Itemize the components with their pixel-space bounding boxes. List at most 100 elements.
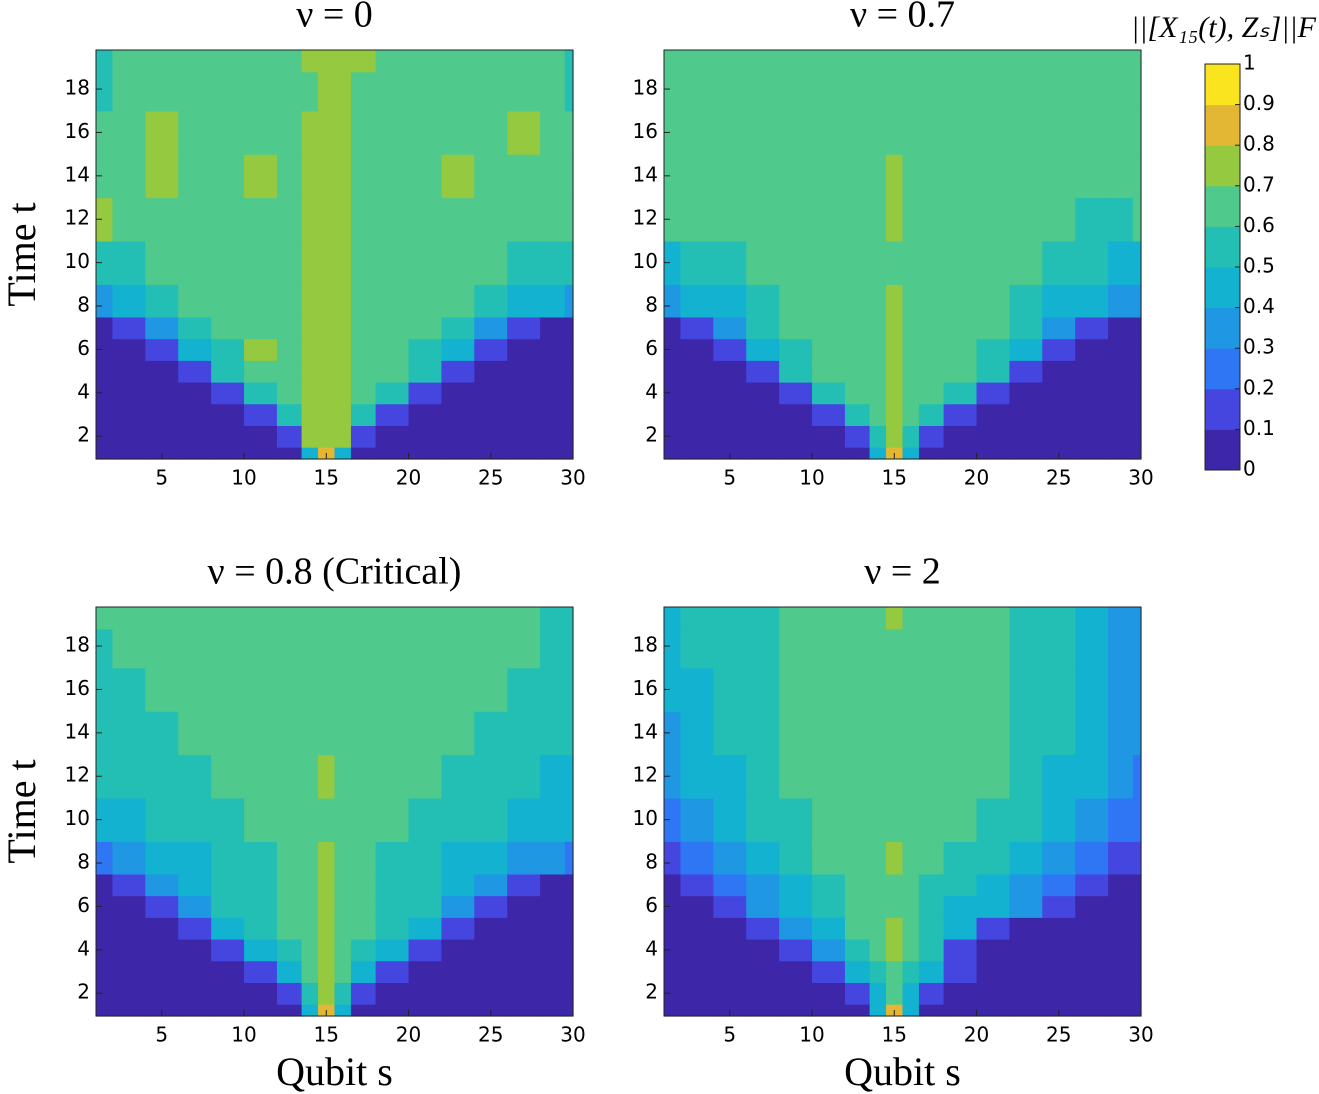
contour-cell [318,71,336,112]
contour-cell [918,240,945,285]
contour-cell [350,1004,377,1017]
contour-cell [145,316,179,340]
contour-cell [1009,71,1043,112]
contour-cell [918,381,945,405]
contour-cell [564,711,574,756]
contour-cell [713,667,747,712]
contour-cell [334,873,352,897]
contour-cell [664,284,682,318]
contour-cell [1042,938,1076,962]
contour-cell [441,447,475,460]
contour-cell [301,316,319,340]
contour-cell [96,711,114,756]
contour-cell [375,360,410,383]
contour-cell [112,50,146,73]
contour-cell [779,797,813,842]
contour-cell [886,607,904,630]
contour-cell [350,754,377,799]
colorbar-band [1205,185,1240,227]
contour-cell [779,628,813,669]
y-tick-label: 14 [633,162,658,186]
contour-cell [886,667,904,712]
contour-cell [507,917,541,940]
contour-cell [408,982,443,1005]
contour-cell [145,403,179,426]
contour-cell [474,873,508,897]
contour-cell [664,110,682,155]
x-tick-label: 5 [155,1023,168,1047]
contour-cell [1009,711,1043,756]
contour-cell [350,711,377,756]
contour-cell [1108,50,1134,73]
contour-cell [1009,797,1043,842]
contour-cell [680,447,714,460]
contour-cell [318,50,336,73]
contour-cell [746,338,780,361]
contour-cell [1009,873,1043,897]
contour-cell [902,982,920,1005]
contour-cell [540,607,566,630]
contour-cell [1108,154,1134,199]
contour-cell [507,240,541,285]
contour-cell [145,425,179,448]
contour-cell [664,360,682,383]
contour-cell [713,240,747,285]
contour-cell [943,403,978,426]
contour-cell [507,50,541,73]
contour-cell [441,154,475,199]
contour-cell [318,841,336,875]
contour-cell [812,754,846,799]
contour-cell [276,425,303,448]
y-tick-label: 4 [645,379,658,403]
contour-cell [474,50,508,73]
contour-cell [976,917,1011,940]
contour-cell [318,403,336,426]
contour-cell [1132,240,1142,285]
contour-cell [746,607,780,630]
contour-cell [301,960,319,983]
y-tick-label: 16 [65,119,90,143]
contour-cell [1075,154,1109,199]
contour-cell [886,197,904,242]
contour-cell [812,667,846,712]
contour-cell [902,797,920,842]
contour-cell [918,917,945,940]
contour-cell [375,197,410,242]
contour-cell [507,628,541,669]
contour-cell [112,841,146,875]
contour-cell [1009,447,1043,460]
contour-cell [145,982,179,1005]
y-tick-label: 6 [645,893,658,917]
contour-cell [244,628,278,669]
contour-cell [507,711,541,756]
contour-cell [746,628,780,669]
contour-cell [408,403,443,426]
contour-cell [943,425,978,448]
contour-cell [976,71,1011,112]
contour-cell [713,197,747,242]
contour-cell [976,667,1011,712]
contour-cell [441,938,475,962]
contour-cell [334,316,352,340]
contour-cell [1132,711,1142,756]
contour-cell [976,110,1011,155]
contour-cell [178,154,212,199]
contour-cell [96,240,114,285]
contour-cell [178,284,212,318]
contour-cell [301,982,319,1005]
contour-cell [869,754,887,799]
contour-cell [112,607,146,630]
contour-cell [1108,381,1134,405]
contour-cell [301,381,319,405]
contour-cell [564,197,574,242]
contour-cell [902,895,920,918]
contour-cell [408,316,443,340]
contour-cell [244,873,278,897]
contour-cell [1108,895,1134,918]
contour-cell [812,607,846,630]
contour-cell [918,841,945,875]
contour-cell [350,381,377,405]
contour-cell [812,797,846,842]
y-tick-label: 4 [645,936,658,960]
contour-cell [1132,447,1142,460]
